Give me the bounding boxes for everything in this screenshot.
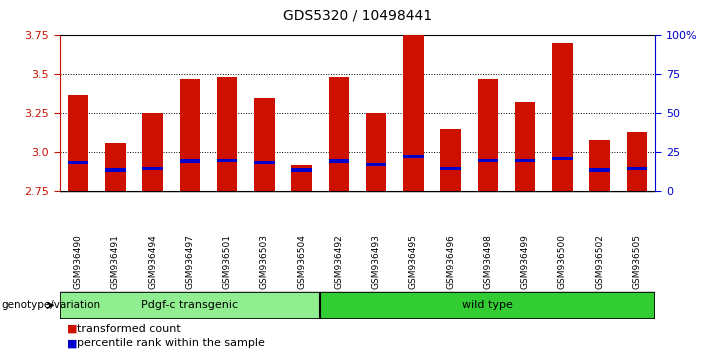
Text: GSM936501: GSM936501 xyxy=(223,234,231,289)
Bar xyxy=(142,167,163,170)
Bar xyxy=(515,102,536,191)
Bar xyxy=(403,17,423,191)
Text: genotype/variation: genotype/variation xyxy=(1,300,100,310)
Bar xyxy=(329,78,349,191)
Bar xyxy=(217,78,238,191)
Bar xyxy=(254,98,275,191)
Bar xyxy=(552,43,573,191)
Bar xyxy=(552,157,573,160)
Text: ■: ■ xyxy=(67,324,77,333)
Text: GSM936502: GSM936502 xyxy=(595,234,604,289)
Text: GSM936490: GSM936490 xyxy=(74,234,83,289)
Text: GSM936498: GSM936498 xyxy=(484,234,492,289)
Bar xyxy=(329,159,349,163)
Bar xyxy=(366,163,386,166)
Text: GSM936495: GSM936495 xyxy=(409,234,418,289)
Text: percentile rank within the sample: percentile rank within the sample xyxy=(77,338,265,348)
Bar xyxy=(477,79,498,191)
Text: GSM936493: GSM936493 xyxy=(372,234,381,289)
Bar xyxy=(105,169,125,172)
Text: GSM936505: GSM936505 xyxy=(632,234,641,289)
Bar xyxy=(68,161,88,164)
Text: GSM936497: GSM936497 xyxy=(186,234,194,289)
Bar xyxy=(440,129,461,191)
Bar xyxy=(627,167,647,170)
Text: ■: ■ xyxy=(67,338,77,348)
Text: GSM936492: GSM936492 xyxy=(334,234,343,289)
Bar xyxy=(68,95,88,191)
Bar xyxy=(477,159,498,162)
Bar xyxy=(179,159,200,163)
Bar xyxy=(403,155,423,158)
Text: transformed count: transformed count xyxy=(77,324,181,333)
Bar xyxy=(254,161,275,164)
Text: wild type: wild type xyxy=(463,300,513,310)
Bar xyxy=(590,140,610,191)
Bar xyxy=(292,169,312,172)
Bar xyxy=(217,159,238,162)
Bar xyxy=(627,132,647,191)
Bar xyxy=(60,292,320,319)
Text: Pdgf-c transgenic: Pdgf-c transgenic xyxy=(142,300,238,310)
Bar xyxy=(142,113,163,191)
Text: GSM936503: GSM936503 xyxy=(260,234,269,289)
Text: GSM936500: GSM936500 xyxy=(558,234,567,289)
Bar xyxy=(320,292,655,319)
Text: GSM936499: GSM936499 xyxy=(521,234,529,289)
Text: GDS5320 / 10498441: GDS5320 / 10498441 xyxy=(283,9,432,23)
Text: GSM936504: GSM936504 xyxy=(297,234,306,289)
Bar xyxy=(440,167,461,170)
Bar xyxy=(179,79,200,191)
Text: GSM936494: GSM936494 xyxy=(148,234,157,289)
Bar xyxy=(105,143,125,191)
Bar xyxy=(590,169,610,172)
Bar xyxy=(292,165,312,191)
Text: GSM936496: GSM936496 xyxy=(446,234,455,289)
Bar xyxy=(515,159,536,162)
Text: GSM936491: GSM936491 xyxy=(111,234,120,289)
Bar xyxy=(366,113,386,191)
